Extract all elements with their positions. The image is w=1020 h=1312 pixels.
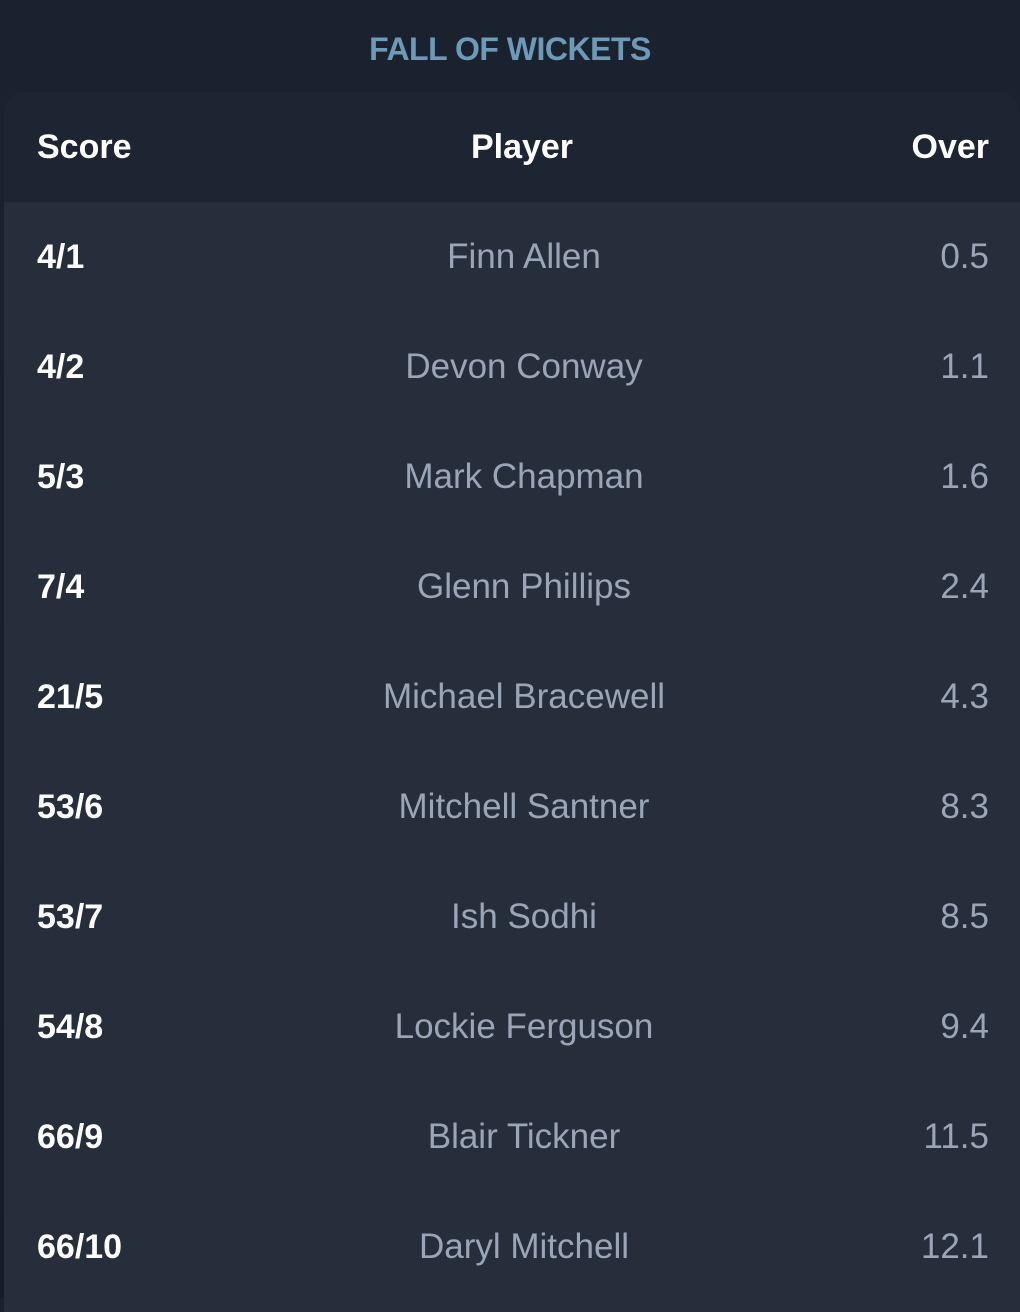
over-cell: 8.5 [940, 897, 989, 936]
over-cell: 12.1 [920, 1227, 989, 1266]
over-cell: 1.1 [940, 347, 989, 386]
column-header-score[interactable]: Score [37, 128, 132, 166]
table-row[interactable]: 4/1 Finn Allen 0.5 [4, 202, 1020, 312]
player-cell[interactable]: Mitchell Santner [398, 787, 650, 826]
player-cell[interactable]: Daryl Mitchell [418, 1227, 630, 1266]
table-row[interactable]: 7/4 Glenn Phillips 2.4 [4, 532, 1020, 642]
over-cell: 0.5 [940, 237, 989, 276]
score-cell: 5/3 [37, 458, 85, 496]
score-cell: 7/4 [37, 568, 85, 606]
score-cell: 53/7 [37, 898, 104, 936]
table-row[interactable]: 53/7 Ish Sodhi 8.5 [4, 862, 1020, 972]
over-cell: 2.4 [940, 567, 989, 606]
score-cell: 66/10 [37, 1228, 123, 1266]
column-header-player[interactable]: Player [470, 128, 574, 166]
player-cell[interactable]: Devon Conway [405, 347, 643, 386]
over-cell: 4.3 [940, 677, 989, 716]
score-cell: 54/8 [37, 1008, 104, 1046]
table-row[interactable]: 53/6 Mitchell Santner 8.3 [4, 752, 1020, 862]
over-cell: 1.6 [940, 457, 989, 496]
table-row[interactable]: 54/8 Lockie Ferguson 9.4 [4, 972, 1020, 1082]
player-cell[interactable]: Michael Bracewell [382, 677, 666, 716]
score-cell: 4/1 [37, 238, 85, 276]
player-cell[interactable]: Ish Sodhi [451, 897, 597, 936]
table-row[interactable]: 66/9 Blair Tickner 11.5 [4, 1082, 1020, 1192]
player-cell[interactable]: Lockie Ferguson [394, 1007, 654, 1046]
score-cell: 4/2 [37, 348, 85, 386]
fall-of-wickets-table: Score Player Over 4/1 Finn Allen 0.5 4/2… [4, 92, 1020, 1312]
player-cell[interactable]: Glenn Phillips [417, 567, 631, 606]
table-header: Score Player Over [4, 92, 1020, 202]
table-row[interactable]: 66/10 Daryl Mitchell 12.1 [4, 1192, 1020, 1302]
player-cell[interactable]: Finn Allen [447, 237, 601, 276]
table-row[interactable]: 5/3 Mark Chapman 1.6 [4, 422, 1020, 532]
score-cell: 66/9 [37, 1118, 104, 1156]
table-row[interactable]: 4/2 Devon Conway 1.1 [4, 312, 1020, 422]
over-cell: 8.3 [940, 787, 989, 826]
section-title: FALL OF WICKETS [369, 30, 651, 67]
over-cell: 11.5 [923, 1117, 989, 1156]
player-cell[interactable]: Mark Chapman [404, 457, 644, 496]
over-cell: 9.4 [940, 1007, 989, 1046]
column-header-over[interactable]: Over [911, 128, 990, 166]
player-cell[interactable]: Blair Tickner [427, 1117, 621, 1156]
score-cell: 53/6 [37, 788, 104, 826]
table-row[interactable]: 21/5 Michael Bracewell 4.3 [4, 642, 1020, 752]
score-cell: 21/5 [37, 678, 104, 716]
